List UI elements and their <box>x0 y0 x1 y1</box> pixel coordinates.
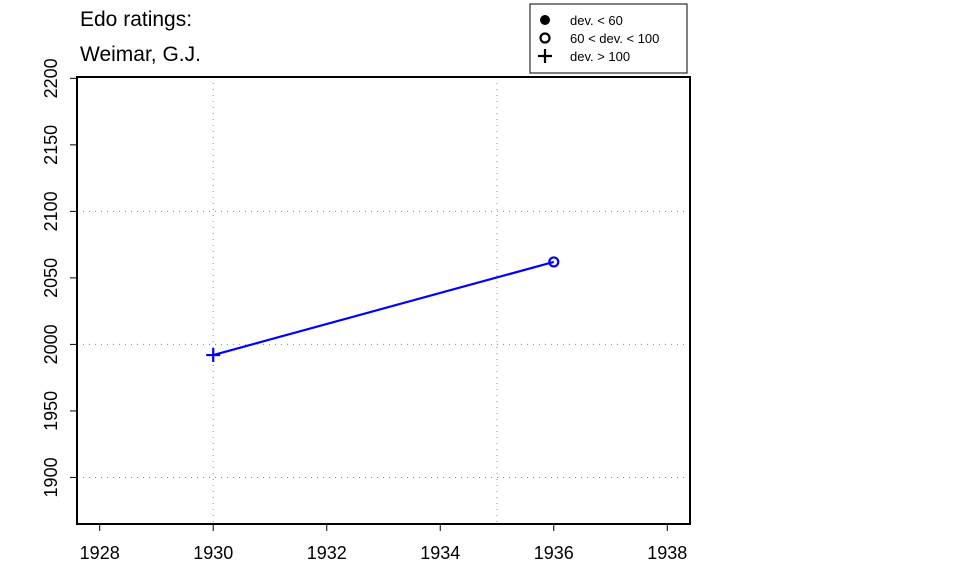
y-tick-label: 1900 <box>41 457 61 497</box>
x-tick-label: 1932 <box>307 543 347 563</box>
legend-label: 60 < dev. < 100 <box>570 31 659 46</box>
x-tick-label: 1938 <box>647 543 687 563</box>
y-axis: 1900 1950 2000 2050 2100 2150 2200 <box>41 58 77 497</box>
plot-frame <box>76 76 691 525</box>
chart-title-line-1: Edo ratings: <box>80 8 192 31</box>
grid <box>77 77 690 524</box>
x-tick-label: 1930 <box>193 543 233 563</box>
open-circle-marker <box>548 256 560 268</box>
plus-marker <box>206 348 221 363</box>
x-tick-label: 1936 <box>534 543 574 563</box>
y-tick-label: 1950 <box>41 391 61 431</box>
y-tick-label: 2150 <box>41 125 61 165</box>
y-tick-label: 2100 <box>41 191 61 231</box>
x-tick-label: 1934 <box>420 543 460 563</box>
legend-label: dev. < 60 <box>570 13 623 28</box>
y-tick-label: 2200 <box>41 58 61 98</box>
legend-label: dev. > 100 <box>570 49 630 64</box>
legend: dev. < 60 60 < dev. < 100 dev. > 100 <box>529 3 688 74</box>
x-axis: 1928 1930 1932 1934 1936 1938 <box>80 524 687 563</box>
plus-marker <box>538 49 552 63</box>
legend-box <box>529 3 688 74</box>
series <box>206 256 560 363</box>
y-tick-label: 2000 <box>41 324 61 364</box>
series-line <box>212 260 555 357</box>
chart-title-line-2: Weimar, G.J. <box>80 43 201 66</box>
y-tick-label: 2050 <box>41 258 61 298</box>
x-tick-label: 1928 <box>80 543 120 563</box>
open-circle-marker <box>539 32 551 44</box>
filled-circle-marker <box>540 15 550 25</box>
